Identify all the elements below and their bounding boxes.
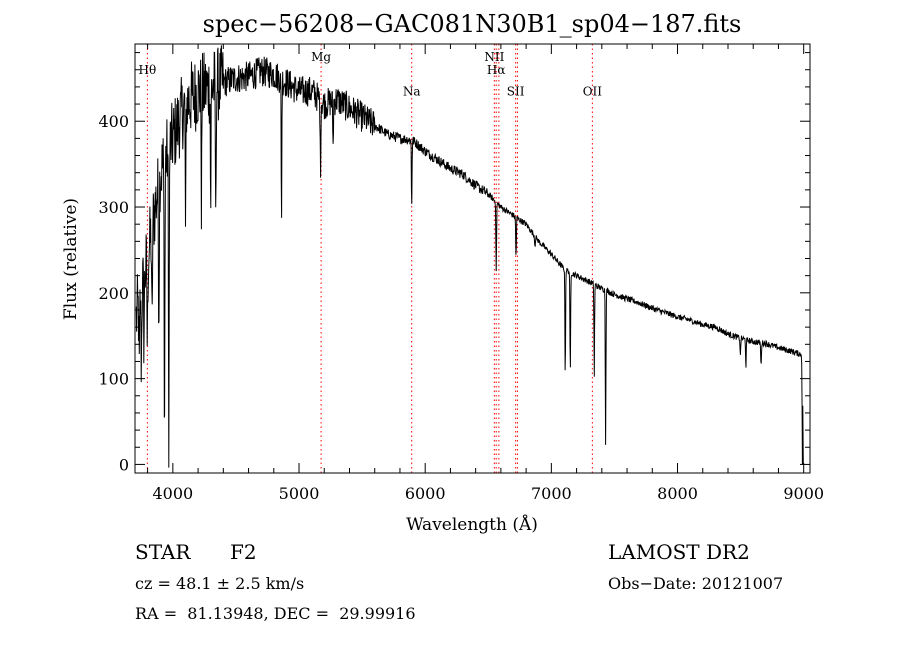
y-tick-label: 400 [98, 112, 129, 131]
spectrum-line [135, 45, 804, 468]
spectral-line-label: Na [403, 84, 421, 98]
spectral-line-label: Hθ [139, 63, 157, 77]
chart-title: spec−56208−GAC081N30B1_sp04−187.fits [203, 10, 742, 38]
redshift-velocity: cz = 48.1 ± 2.5 km/s [135, 574, 305, 593]
y-axis-label: Flux (relative) [61, 198, 81, 320]
x-tick-label: 4000 [152, 484, 193, 503]
spectral-line-label: OII [583, 84, 603, 98]
spectral-line-label: SII [507, 84, 525, 98]
spectral-line-label: NII [484, 50, 504, 64]
sky-coordinates: RA = 81.13948, DEC = 29.99916 [135, 604, 416, 623]
y-axis: 0 100 200 300 400 [98, 52, 810, 474]
object-subclass: F2 [230, 540, 257, 564]
spectral-line-markers [146, 44, 593, 473]
y-tick-label: 100 [98, 370, 129, 389]
y-tick-label: 0 [119, 455, 129, 474]
x-tick-label: 7000 [531, 484, 572, 503]
spectral-line-label: Hα [487, 63, 506, 77]
x-tick-label: 6000 [405, 484, 446, 503]
survey-name: LAMOST DR2 [608, 540, 750, 564]
spectral-line-label: Mg [311, 50, 331, 64]
object-class: STAR [135, 540, 191, 564]
observation-date: Obs−Date: 20121007 [608, 574, 784, 593]
plot-frame [134, 43, 811, 474]
x-tick-label: 8000 [657, 484, 698, 503]
x-axis-label: Wavelength (Å) [406, 514, 538, 535]
y-tick-label: 200 [98, 284, 129, 303]
x-tick-label: 9000 [783, 484, 824, 503]
x-tick-label: 5000 [279, 484, 320, 503]
y-tick-label: 300 [98, 198, 129, 217]
x-axis: 4000 5000 6000 7000 8000 9000 [147, 44, 824, 503]
